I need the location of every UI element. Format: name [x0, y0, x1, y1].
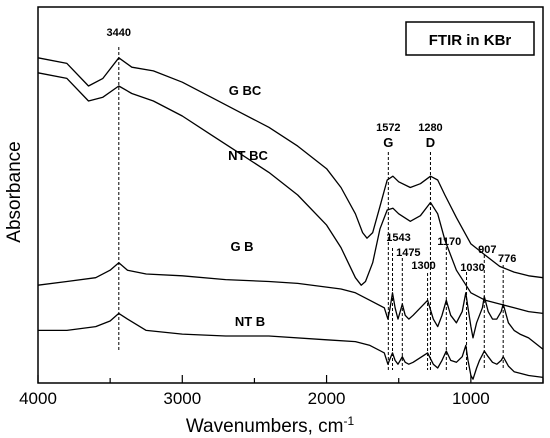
- peak-label-1300: 1300: [411, 260, 435, 272]
- legend-frame: [405, 21, 535, 56]
- x-axis-title: Wavenumbers, cm-1: [186, 414, 355, 437]
- x-tick-label-4000: 4000: [19, 389, 57, 408]
- peak-label-3440: 3440: [107, 27, 131, 39]
- legend-title: FTIR in KBr: [429, 32, 512, 49]
- peak-band-label-g: G: [383, 135, 393, 150]
- peak-label-1543: 1543: [386, 232, 410, 244]
- x-axis-title-sup: -1: [344, 414, 355, 428]
- peak-label-1475: 1475: [396, 247, 420, 259]
- series-nt-bc-line: [37, 72, 544, 315]
- series-nt-b-line: [38, 312, 544, 380]
- plot-frame: [37, 6, 544, 384]
- axes-layer: 4000 3000 2000 1000: [19, 6, 544, 408]
- peak-label-1030: 1030: [460, 262, 484, 274]
- x-axis-title-text: Wavenumbers, cm: [186, 416, 344, 437]
- series-label-g-b: G B: [230, 239, 253, 254]
- series-label-nt-bc: NT BC: [228, 148, 268, 163]
- series-g-b-line: [37, 262, 544, 350]
- peak-label-1280: 1280: [418, 122, 442, 134]
- legend-box: FTIR in KBr: [405, 21, 535, 56]
- series-labels-layer: G BC NT BC G B NT B: [228, 83, 268, 329]
- series-label-g-bc: G BC: [229, 83, 262, 98]
- peak-band-label-d: D: [426, 135, 435, 150]
- series-label-nt-b: NT B: [235, 314, 265, 329]
- series-g-bc-line: [37, 57, 544, 279]
- x-tick-label-2000: 2000: [308, 389, 346, 408]
- x-tick-label-1000: 1000: [452, 389, 490, 408]
- peak-label-1170: 1170: [437, 236, 461, 248]
- peak-label-1572: 1572: [376, 122, 400, 134]
- x-tick-label-3000: 3000: [163, 389, 201, 408]
- curves-layer: [37, 57, 544, 380]
- peak-label-776: 776: [498, 253, 516, 265]
- y-axis-title: Absorbance: [4, 141, 25, 242]
- peak-lines-layer: [118, 47, 504, 370]
- peak-label-907: 907: [478, 244, 496, 256]
